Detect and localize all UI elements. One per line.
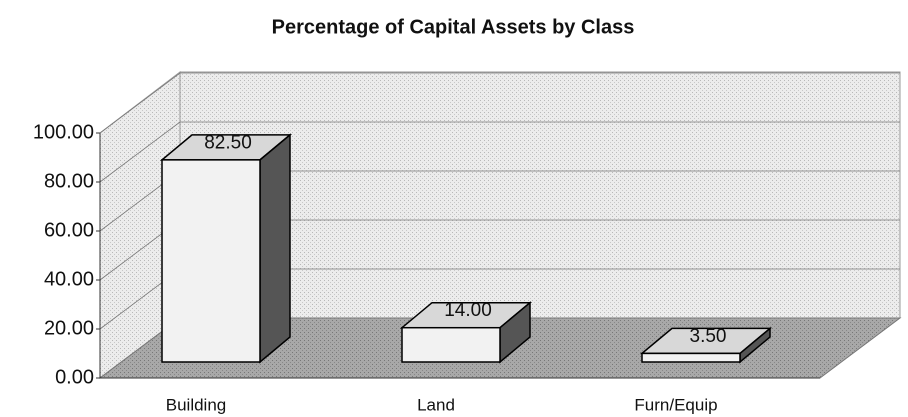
bar-side [259, 133, 291, 364]
value-label: 14.00 [444, 300, 492, 321]
y-tick-label: 60.00 [44, 219, 94, 241]
y-tick-label: 80.00 [44, 170, 94, 192]
chart-title: Percentage of Capital Assets by Class [272, 16, 635, 38]
bar [161, 159, 261, 363]
grid-line [99, 121, 900, 183]
y-tick-label: 20.00 [44, 317, 94, 339]
grid-line [99, 72, 900, 134]
y-tick-label: 0.00 [55, 366, 94, 388]
x-tick-label: Building [166, 395, 227, 414]
bar [401, 326, 501, 363]
bar [641, 352, 741, 363]
x-tick-label: Furn/Equip [634, 395, 717, 414]
y-tick-label: 40.00 [44, 268, 94, 290]
y-tick-label: 100.00 [33, 121, 94, 143]
value-label: 3.50 [690, 326, 727, 347]
x-tick-label: Land [417, 395, 455, 414]
value-label: 82.50 [204, 132, 252, 153]
